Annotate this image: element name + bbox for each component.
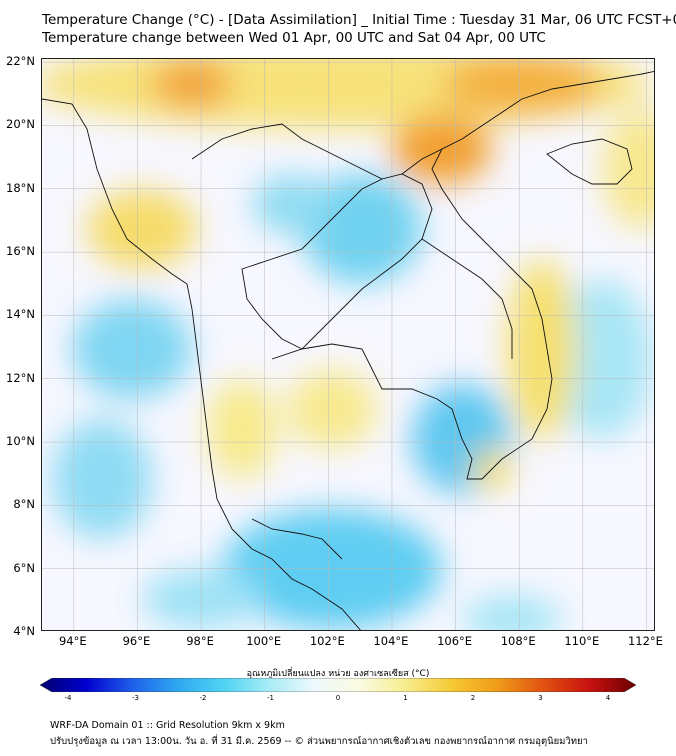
laos-vietnam-border <box>401 148 443 175</box>
cool-anomaly-malay <box>222 509 442 629</box>
hainan-island <box>546 138 633 185</box>
cool-anomaly-south <box>462 594 562 630</box>
colorbar-title: อุณหภูมิเปลี่ยนแปลง หน่วย องศาเซลเซียส (… <box>246 669 430 679</box>
gulf-coastline <box>271 138 553 480</box>
latitude-label: 10°N <box>6 434 35 449</box>
latitude-label: 22°N <box>6 54 35 69</box>
colorbar-tick-label: 2 <box>470 694 476 702</box>
latitude-label: 20°N <box>6 117 35 132</box>
longitude-label: 104°E <box>373 634 409 648</box>
footer-model-info: WRF-DA Domain 01 :: Grid Resolution 9km … <box>50 720 285 731</box>
colorbar <box>40 678 636 692</box>
longitude-label: 98°E <box>186 634 214 648</box>
warm-anomaly-vietnam-north <box>442 59 602 114</box>
latitude-label: 12°N <box>6 370 35 385</box>
cool-anomaly-north <box>252 174 332 234</box>
colorbar-tick-label: 3 <box>538 694 543 702</box>
colorbar-tick-label: 0 <box>335 694 341 702</box>
latitude-label: 16°N <box>6 244 35 259</box>
temperature-change-map[interactable] <box>42 59 655 631</box>
colorbar-gradient <box>40 678 636 692</box>
colorbar-tick-label: -2 <box>199 694 207 702</box>
cool-anomaly-southwest <box>142 569 262 629</box>
latitude-label: 6°N <box>13 560 35 575</box>
longitude-label: 106°E <box>437 634 473 648</box>
latitude-label: 18°N <box>6 180 35 195</box>
colorbar-tick-label: 1 <box>403 694 408 702</box>
latitude-label: 4°N <box>13 624 35 638</box>
myanmar-laos-border <box>191 123 383 180</box>
warm-anomaly-south-china-sea <box>602 109 654 229</box>
coastlines-and-borders <box>42 70 654 630</box>
cool-anomaly-east <box>552 279 652 439</box>
colorbar-tick-label: -1 <box>267 694 274 702</box>
warm-anomaly-gulf <box>287 369 377 449</box>
south-china-coast <box>461 70 654 140</box>
longitude-label: 96°E <box>122 634 151 648</box>
chart-title: Temperature Change (°C) - [Data Assimila… <box>42 12 676 28</box>
longitude-label: 94°E <box>58 634 87 648</box>
latitude-label: 8°N <box>13 497 35 512</box>
latitude-label: 14°N <box>6 307 35 322</box>
cambodia-border <box>421 238 513 359</box>
andaman-coastline <box>42 98 361 630</box>
warm-anomaly-myanmar <box>87 189 197 269</box>
colorbar-tick-label: 4 <box>605 694 611 702</box>
map-panel[interactable] <box>41 58 655 631</box>
warm-anomaly-peninsula <box>207 379 277 479</box>
longitude-label: 102°E <box>309 634 345 648</box>
longitude-label: 108°E <box>500 634 536 648</box>
colorbar-tick-label: -3 <box>132 694 139 702</box>
longitude-label: 110°E <box>564 634 600 648</box>
graticule <box>42 59 654 630</box>
warm-anomaly-burma <box>152 59 232 109</box>
warm-anomaly-vietnam-coast <box>507 259 577 439</box>
colorbar-tick-label: -4 <box>64 694 72 702</box>
cool-anomaly-andaman <box>72 299 192 399</box>
malaysia-border <box>251 518 343 560</box>
cool-anomaly-west <box>52 419 152 539</box>
longitude-label: 112°E <box>627 634 663 648</box>
chart-subtitle: Temperature change between Wed 01 Apr, 0… <box>42 30 546 46</box>
longitude-label: 100°E <box>246 634 282 648</box>
footer-credits: ปรับปรุงข้อมูล ณ เวลา 13:00น. วัน อ. ที่… <box>50 736 588 747</box>
